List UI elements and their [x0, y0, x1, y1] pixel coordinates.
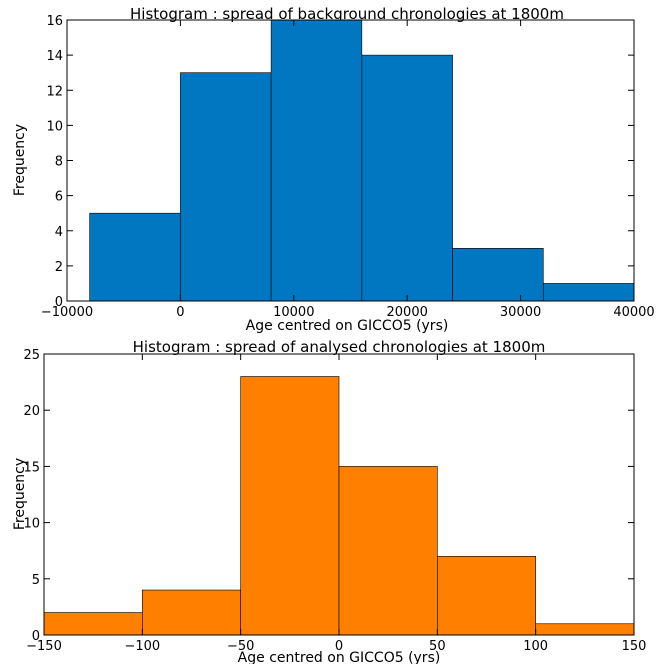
chart-background-chronologies: Histogram : spread of background chronol…	[12, 5, 655, 334]
y-tick-label: 6	[55, 190, 63, 205]
y-tick-label: 0	[32, 629, 40, 644]
y-tick-label: 4	[55, 225, 63, 240]
y-tick-label: 12	[46, 84, 63, 99]
chart-analysed-chronologies: Histogram : spread of analysed chronolog…	[12, 338, 646, 664]
chart-title: Histogram : spread of background chronol…	[130, 5, 564, 23]
histogram-bar	[180, 72, 272, 302]
histogram-bar	[338, 466, 438, 636]
histogram-bar	[89, 212, 181, 302]
x-axis-label: Age centred on GICCO5 (yrs)	[238, 650, 441, 664]
x-tick-label: 40000	[613, 305, 654, 320]
y-tick-label: 10	[46, 119, 63, 134]
y-tick-label: 16	[46, 14, 63, 29]
y-tick-label: 2	[55, 260, 63, 275]
y-tick-label: 14	[46, 49, 63, 64]
x-tick-label: 0	[335, 639, 343, 654]
y-tick-label: 5	[32, 573, 40, 588]
x-tick-label: 30000	[500, 305, 541, 320]
plot-frame	[66, 19, 635, 302]
y-axis-label: Frequency	[12, 124, 28, 196]
histogram-bar	[240, 376, 340, 636]
histogram-bar	[452, 248, 544, 302]
y-tick-label: 15	[23, 460, 40, 475]
x-tick-label: −100	[124, 639, 160, 654]
x-tick-label: 10000	[273, 305, 314, 320]
y-tick-label: 0	[55, 295, 63, 310]
x-tick-label: −10000	[41, 305, 93, 320]
histogram-bar	[542, 283, 635, 302]
histogram-bar	[270, 19, 363, 302]
histogram-bar	[535, 623, 635, 636]
x-tick-label: −150	[26, 639, 62, 654]
histogram-bar	[43, 612, 143, 636]
x-tick-label: 100	[523, 639, 548, 654]
chart-title: Histogram : spread of analysed chronolog…	[133, 338, 546, 356]
y-tick-label: 20	[23, 404, 40, 419]
histogram-bar	[437, 556, 536, 636]
x-tick-label: 20000	[387, 305, 428, 320]
y-tick-label: 8	[55, 155, 63, 170]
plot-frame	[43, 353, 635, 636]
x-tick-label: 0	[176, 305, 184, 320]
histogram-bar	[142, 589, 241, 636]
y-tick-label: 10	[23, 517, 40, 532]
x-tick-label: 50	[429, 639, 446, 654]
y-axis-label: Frequency	[12, 458, 28, 530]
histogram-bar	[361, 54, 453, 302]
x-tick-label: 150	[622, 639, 647, 654]
x-axis-label: Age centred on GICCO5 (yrs)	[246, 318, 449, 334]
y-tick-label: 25	[23, 348, 40, 363]
x-tick-label: −50	[227, 639, 254, 654]
